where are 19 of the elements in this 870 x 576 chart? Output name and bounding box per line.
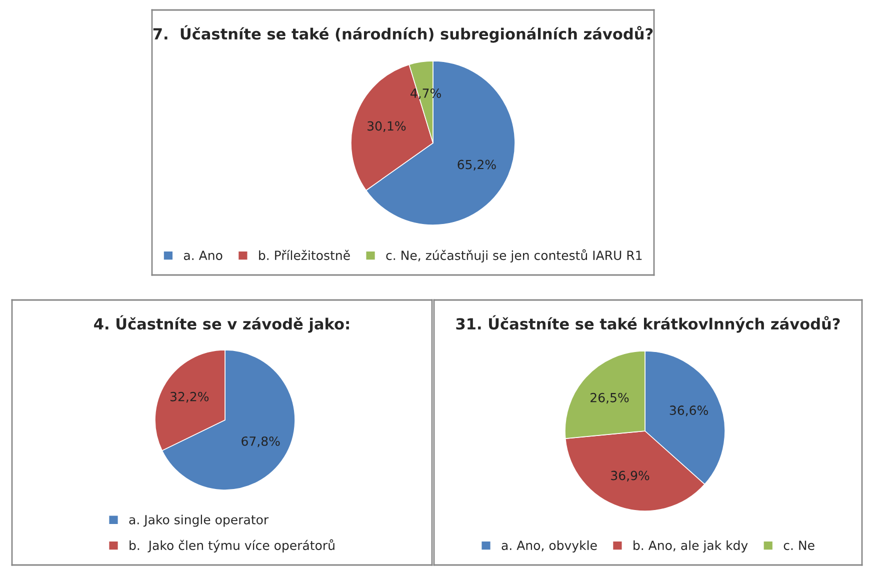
data-label: 36,9%	[611, 470, 650, 482]
legend-label: b. Příležitostně	[259, 250, 350, 260]
legend-label: b. Jako člen týmu více operátorů	[130, 539, 334, 552]
data-label: 30,1%	[368, 121, 406, 132]
chart-title: 31. Účastníte se také krátkovlnných závodů?	[456, 315, 840, 333]
legend-label: a. Jako single operator	[129, 514, 269, 527]
data-label: 4,7%	[410, 88, 441, 100]
legend-label: b. Ano, ale jak kdy	[634, 540, 748, 552]
legend-label: c. Ne, zúčastňuji se jen contestů IARU R1	[386, 249, 642, 262]
data-label: 32,2%	[170, 392, 209, 403]
data-label: 36,6%	[670, 406, 708, 416]
data-label: 26,5%	[590, 392, 629, 404]
data-label: 65,2%	[458, 160, 496, 171]
data-label: 67,8%	[242, 436, 280, 448]
legend-label: c. Ne	[784, 540, 814, 550]
legend-label: a. Ano	[184, 250, 222, 260]
chart-title: 4. Účastníte se v závodě jako:	[94, 315, 349, 333]
chart-title: 7. Účastníte se také (národních) subregionálních závodů?	[153, 25, 653, 43]
legend-label: a. Ano, obvykle	[502, 540, 597, 552]
